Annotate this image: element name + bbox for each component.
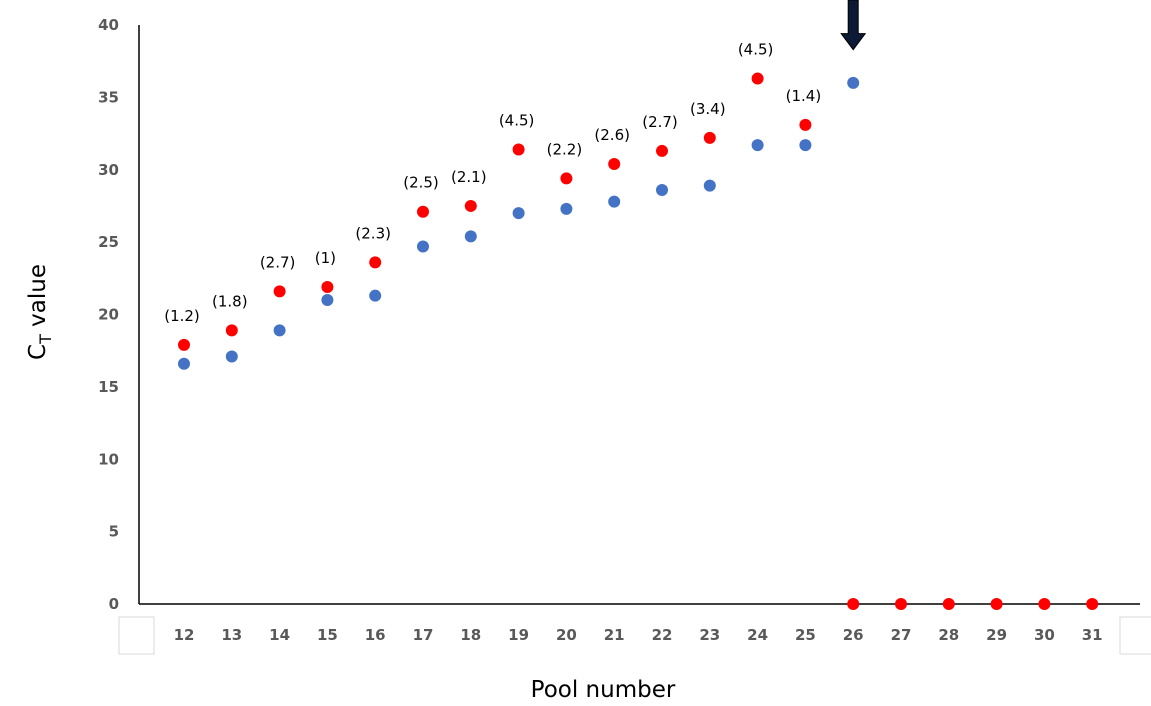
y-axis-title-subscript: T	[36, 334, 55, 345]
x-tick-label: 12	[174, 626, 195, 644]
data-point	[847, 76, 860, 89]
data-point	[656, 184, 668, 197]
x-tick-label: 23	[699, 626, 720, 644]
data-point	[847, 598, 860, 610]
data-point	[225, 350, 238, 363]
x-axis-title: Pool number	[531, 677, 676, 703]
x-tick-label: 14	[269, 626, 290, 644]
y-tick-label: 15	[98, 378, 119, 396]
x-tick-label: 19	[508, 626, 529, 644]
x-tick-label: 30	[1034, 626, 1055, 644]
data-label: (2.5)	[403, 174, 439, 192]
legend-placeholder-box-left	[118, 616, 155, 655]
x-tick-label: 16	[365, 626, 386, 644]
data-labels: (1.2) (1.8) (2.7) (1) (2.3) (2.5) (2.1) (4.5) (2…	[164, 41, 821, 325]
x-tick-label: 31	[1082, 626, 1103, 644]
data-point	[321, 294, 334, 307]
data-label: (2.7)	[260, 253, 296, 271]
data-label: (1.4)	[786, 87, 822, 105]
y-tick-label: 10	[98, 450, 119, 468]
x-tick-label: 20	[556, 626, 577, 644]
data-point	[512, 143, 525, 156]
data-point	[703, 131, 716, 144]
data-point	[560, 172, 573, 185]
annotations	[840, 0, 867, 51]
x-tick-label: 17	[413, 626, 434, 644]
data-point	[512, 207, 525, 220]
data-point	[464, 199, 477, 212]
x-tick-label: 18	[460, 626, 481, 644]
data-label: (4.5)	[738, 41, 774, 59]
data-point	[464, 230, 477, 243]
data-label: (1.2)	[164, 307, 200, 325]
x-tick-label: 24	[747, 626, 768, 644]
data-point	[369, 256, 382, 269]
y-axis-title-rest: value	[25, 264, 51, 334]
y-axis-title: CT value	[25, 264, 55, 360]
data-label: (1)	[315, 249, 336, 267]
x-tick-label: 21	[604, 626, 625, 644]
data-point	[990, 598, 1003, 610]
data-point	[273, 285, 286, 298]
x-tick-labels: 12 13 14 15 16 17 18 19 20 21 22 23 24 25 26 27 28 29 30 31	[174, 626, 1103, 644]
data-point	[608, 195, 621, 208]
data-point	[751, 139, 764, 152]
x-tick-label: 29	[986, 626, 1007, 644]
data-label: (2.6)	[594, 126, 630, 144]
data-label: (1.8)	[212, 292, 248, 310]
data-point	[1038, 598, 1051, 610]
data-label: (2.7)	[642, 113, 678, 131]
data-point	[273, 324, 286, 337]
data-point	[225, 324, 238, 337]
chart-decorations	[118, 616, 1151, 655]
data-label: (2.1)	[451, 168, 487, 186]
data-point	[608, 157, 621, 170]
y-axis-title-main: C	[25, 344, 51, 360]
data-point	[895, 598, 907, 610]
data-point	[321, 280, 334, 293]
y-tick-label: 0	[109, 595, 119, 613]
y-tick-label: 5	[109, 523, 119, 541]
data-point	[1086, 598, 1099, 610]
data-label: (4.5)	[499, 111, 535, 129]
data-point	[799, 139, 812, 152]
data-label: (2.2)	[547, 140, 583, 158]
data-point	[417, 240, 429, 253]
x-tick-label: 22	[652, 626, 673, 644]
x-tick-label: 13	[221, 626, 242, 644]
legend-placeholder-box-right	[1119, 616, 1151, 655]
data-label: (2.3)	[355, 224, 391, 242]
data-point	[703, 179, 716, 192]
y-tick-label: 35	[98, 88, 119, 106]
x-tick-label: 27	[891, 626, 912, 644]
x-tick-label: 28	[938, 626, 959, 644]
data-point	[560, 202, 573, 215]
y-tick-label: 40	[98, 16, 119, 34]
data-point	[369, 289, 382, 302]
data-point	[942, 598, 955, 610]
data-points	[178, 72, 1099, 610]
data-point	[178, 357, 190, 370]
x-tick-label: 25	[795, 626, 816, 644]
axes	[138, 25, 1140, 605]
data-point	[417, 205, 429, 218]
x-tick-label: 26	[843, 626, 864, 644]
y-tick-label: 30	[98, 161, 119, 179]
data-point	[178, 338, 190, 351]
data-point	[799, 118, 812, 131]
data-point	[751, 72, 764, 85]
x-tick-label: 15	[317, 626, 338, 644]
data-point	[656, 144, 668, 157]
y-tick-label: 20	[98, 306, 119, 324]
arrow-down-icon	[840, 0, 867, 51]
y-tick-labels: 0 5 10 15 20 25 30 35 40	[98, 16, 119, 613]
data-label: (3.4)	[690, 100, 726, 118]
y-tick-label: 25	[98, 233, 119, 251]
